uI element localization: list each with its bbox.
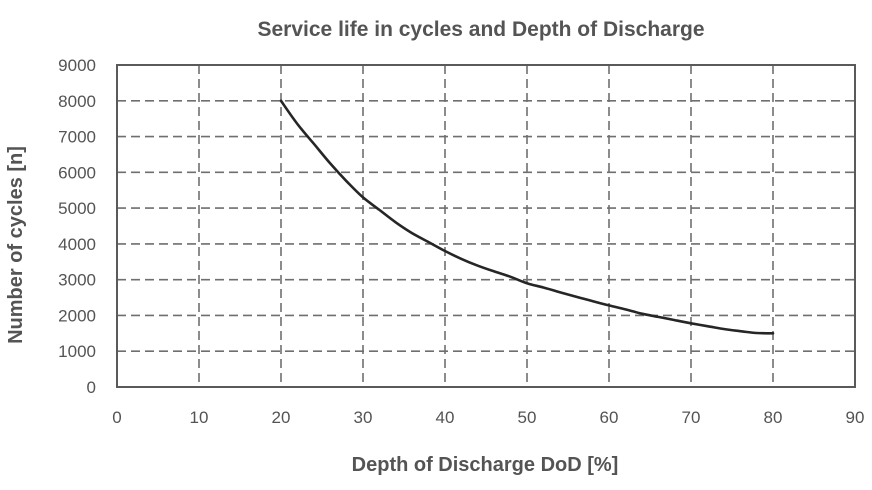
grid-lines	[117, 65, 855, 387]
series-line-0	[279, 99, 775, 335]
x-axis-tick-labels: 0 10 20 30 40 50 60 70 80 90	[112, 408, 864, 427]
y-axis-tick-labels: 0 1000 2000 3000 4000 5000 6000 7000 8000 9000	[58, 56, 96, 397]
y-tick-label-2: 2000	[58, 306, 96, 325]
series-layer	[279, 99, 775, 335]
y-tick-label-9: 9000	[58, 56, 96, 75]
x-tick-label-7: 70	[682, 408, 701, 427]
chart-title: Service life in cycles and Depth of Disc…	[258, 18, 705, 41]
y-tick-label-4: 4000	[58, 235, 96, 254]
x-tick-label-1: 10	[190, 408, 209, 427]
y-tick-label-5: 5000	[58, 199, 96, 218]
y-tick-label-8: 8000	[58, 92, 96, 111]
plot-area-frame	[116, 64, 856, 388]
x-tick-label-4: 40	[436, 408, 455, 427]
x-tick-label-5: 50	[518, 408, 537, 427]
y-tick-label-6: 6000	[58, 163, 96, 182]
y-axis-title: Number of cycles [n]	[5, 146, 27, 344]
x-tick-label-2: 20	[272, 408, 291, 427]
x-tick-label-6: 60	[600, 408, 619, 427]
x-tick-label-9: 90	[846, 408, 865, 427]
y-tick-label-0: 0	[87, 378, 96, 397]
y-tick-label-7: 7000	[58, 128, 96, 147]
x-tick-label-8: 80	[764, 408, 783, 427]
y-tick-label-3: 3000	[58, 271, 96, 290]
x-tick-label-3: 30	[354, 408, 373, 427]
x-tick-label-0: 0	[112, 408, 121, 427]
y-tick-label-1: 1000	[58, 342, 96, 361]
x-axis-title: Depth of Discharge DoD [%]	[352, 454, 619, 476]
